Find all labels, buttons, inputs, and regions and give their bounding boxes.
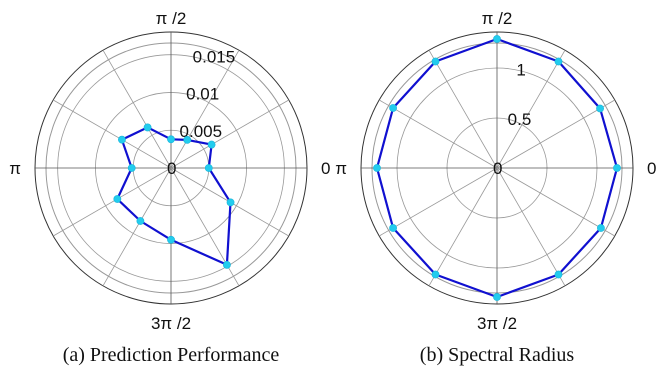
data-point — [389, 104, 397, 112]
angle-label-bottom: 3π /2 — [151, 314, 191, 333]
data-point — [183, 135, 192, 144]
data-point — [597, 224, 605, 232]
radial-tick-label: 0.01 — [186, 85, 219, 104]
angular-grid-line — [496, 167, 566, 286]
radial-tick-label: 0.005 — [180, 122, 223, 141]
angular-grid-line — [170, 99, 289, 169]
polar-chart-spectral-radius: 0.5 1 0 0 π /2 π 3π /2 (b) Spectral Radius — [335, 9, 656, 366]
angular-grid-line — [102, 167, 172, 286]
angular-grid-line — [379, 167, 498, 237]
data-point — [207, 140, 216, 149]
center-tick-label: 0 — [493, 159, 502, 178]
angle-label-right: 0 — [647, 159, 656, 178]
data-point — [613, 164, 621, 172]
data-point — [431, 57, 440, 66]
data-point — [493, 35, 501, 43]
angle-label-bottom: 3π /2 — [477, 314, 517, 333]
radial-tick-label: 1 — [516, 61, 525, 80]
data-point — [554, 270, 563, 279]
data-point — [493, 293, 501, 301]
angular-grid-line — [496, 99, 615, 169]
center-tick-label: 0 — [167, 159, 176, 178]
data-point — [389, 224, 397, 232]
data-point — [136, 217, 145, 225]
angle-label-right: 0 — [321, 159, 330, 178]
angular-grid-line — [428, 167, 498, 286]
data-point — [113, 195, 122, 203]
data-point — [554, 57, 563, 66]
radial-tick-label: 0.5 — [508, 110, 532, 129]
data-point — [431, 270, 440, 279]
data-point — [223, 260, 231, 269]
data-point — [167, 135, 175, 144]
angle-label-left: π — [9, 159, 21, 178]
polar-chart-prediction-performance: 0.005 0.01 0.015 0 0 π /2 π 3π /2 (a) Prediction… — [9, 9, 330, 366]
angular-grid-line — [428, 50, 498, 169]
angular-grid-line — [170, 50, 240, 169]
radial-tick-label: 0.015 — [193, 47, 236, 66]
data-point — [167, 235, 175, 244]
data-point — [143, 123, 152, 132]
data-point — [127, 164, 136, 172]
angle-label-top: π /2 — [156, 9, 187, 28]
data-point — [226, 198, 235, 207]
angular-grid-line — [379, 99, 498, 169]
angle-label-top: π /2 — [482, 9, 513, 28]
series-line — [116, 126, 232, 266]
angular-grid-line — [496, 50, 566, 169]
data-point — [204, 164, 213, 172]
data-point — [118, 135, 126, 144]
angular-grid-line — [53, 99, 172, 169]
angular-grid-line — [496, 167, 615, 237]
data-point — [373, 164, 381, 172]
angular-grid-line — [53, 167, 172, 237]
angle-label-left: π — [335, 159, 347, 178]
figure-caption: (b) Spectral Radius — [420, 344, 575, 366]
data-point — [596, 104, 604, 113]
figure-caption: (a) Prediction Performance — [63, 344, 280, 366]
angular-grid-line — [102, 50, 172, 169]
